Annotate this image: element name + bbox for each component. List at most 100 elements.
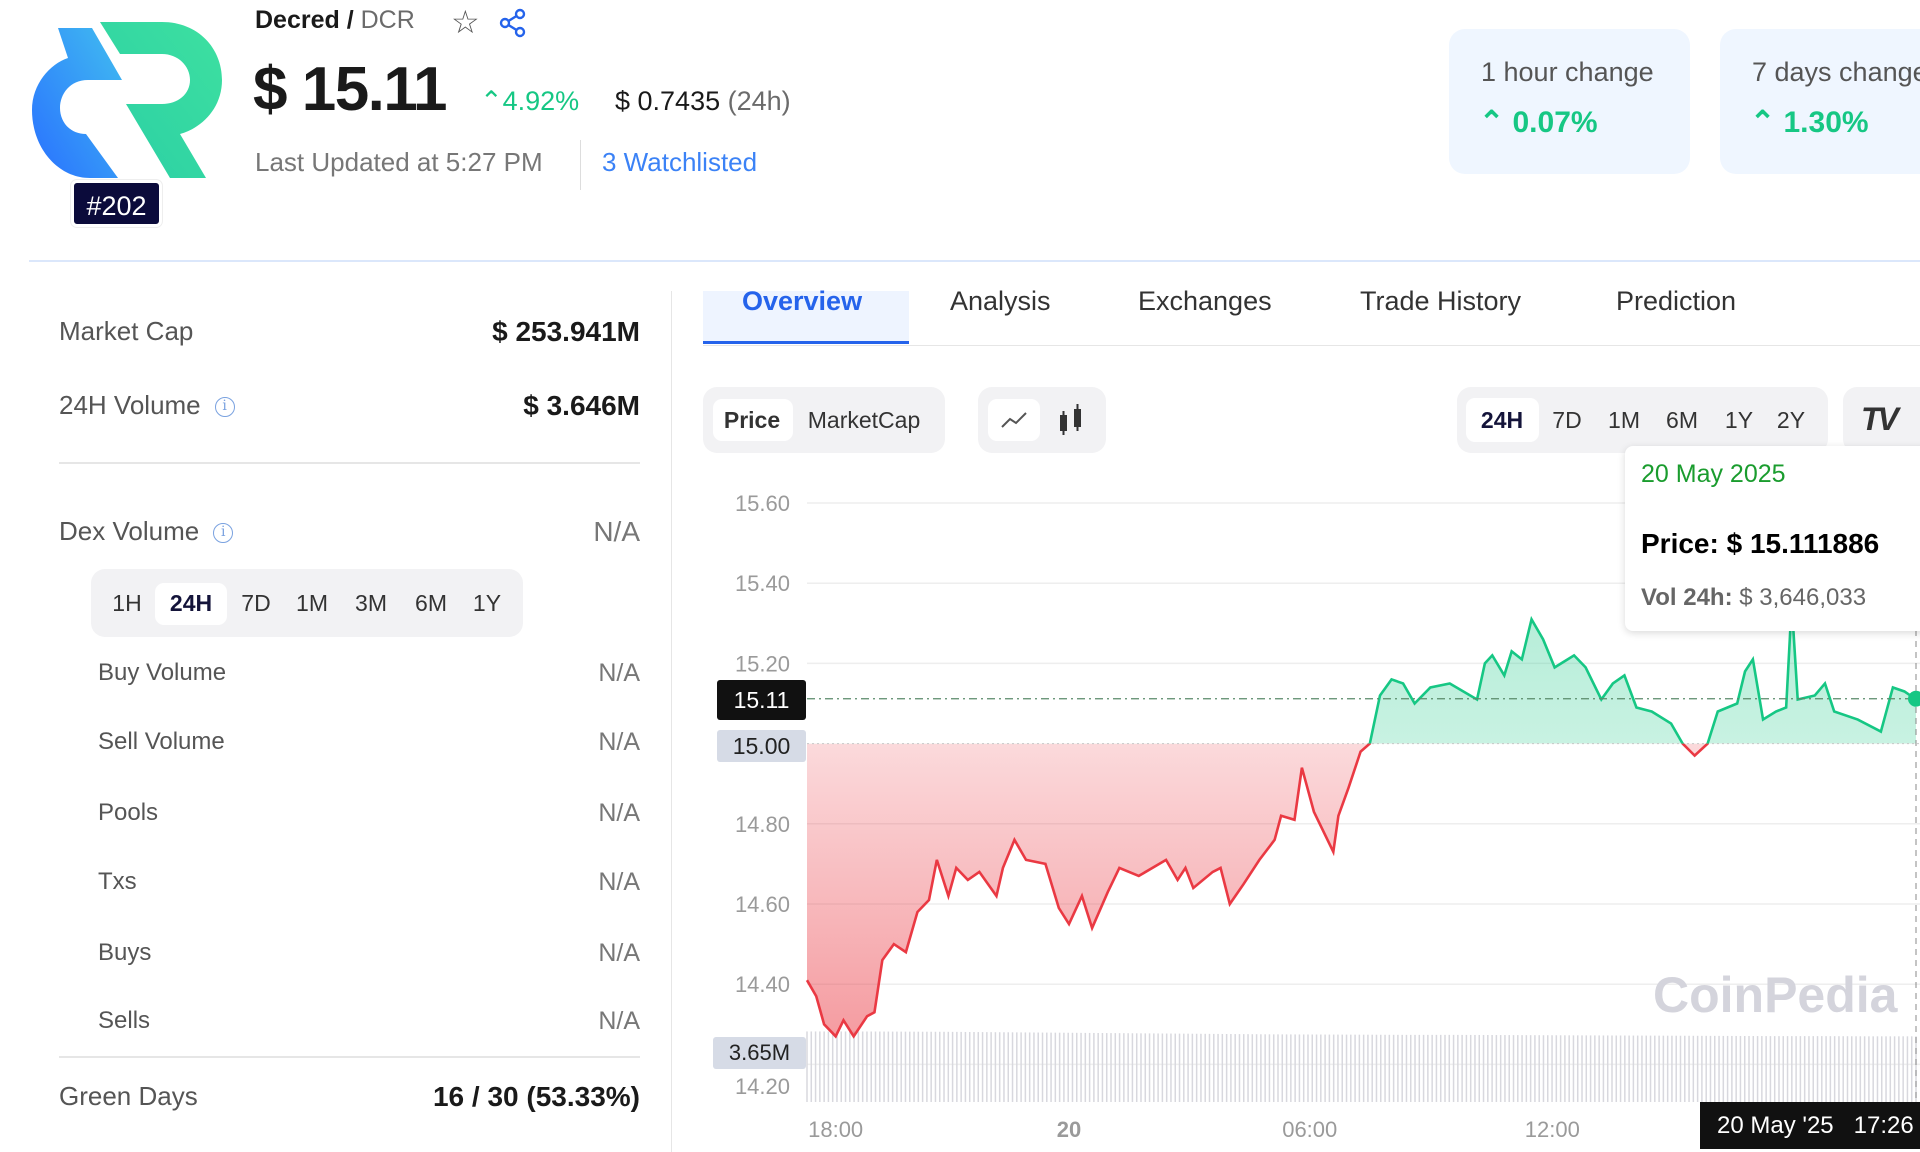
dex-period-1y[interactable]: 1Y — [472, 590, 502, 616]
rank-badge: #202 — [71, 180, 162, 227]
header-separator — [29, 260, 1920, 262]
coin-separator: / — [339, 6, 361, 34]
card-label: 1 hour change — [1481, 57, 1654, 87]
tooltip-volume: Vol 24h: $ 3,646,033 — [1641, 584, 1867, 611]
current-price-dot — [1908, 690, 1920, 707]
period-24h[interactable]: 24H — [1480, 407, 1524, 433]
period-6m[interactable]: 6M — [1666, 407, 1698, 433]
tab-overview[interactable]: Overview — [742, 286, 863, 316]
card-label: 7 days change — [1752, 57, 1920, 87]
market-cap-row: Market Cap $ 253.941M — [59, 316, 640, 347]
tab-overview-bg — [703, 291, 909, 344]
arrow-up-icon: ⌃ — [1750, 106, 1784, 139]
green-days-row: Green Days 16 / 30 (53.33%) — [59, 1081, 640, 1112]
tooltip-date: 20 May 2025 — [1641, 460, 1786, 488]
volume-value: $ 3.646M — [523, 390, 640, 421]
chart-tooltip: 20 May 2025 Price: $ 15.111886 Vol 24h: … — [1625, 446, 1920, 631]
price-area-up — [1369, 603, 1916, 744]
tradingview-logo: TV — [1861, 401, 1899, 437]
dex-period-1h[interactable]: 1H — [112, 590, 142, 616]
dex-period-6m[interactable]: 6M — [415, 590, 447, 616]
header-divider — [580, 140, 581, 190]
txs-row: Txs N/A — [98, 868, 640, 896]
share-icon[interactable] — [498, 8, 528, 43]
period-7d[interactable]: 7D — [1552, 407, 1582, 433]
watchlisted-link[interactable]: 3 Watchlisted — [602, 147, 758, 177]
active-period-bg — [1466, 398, 1539, 442]
green-days-value: 16 / 30 (53.33%) — [432, 1081, 640, 1112]
current-price-label: 15.11 — [717, 680, 806, 720]
price-change-abs: $ 0.7435 (24h) — [615, 86, 791, 116]
tab-prediction[interactable]: Prediction — [1616, 286, 1737, 316]
sell-volume-row: Sell Volume N/A — [98, 728, 640, 756]
tab-active-underline — [703, 341, 909, 344]
line-chart-button[interactable] — [988, 399, 1040, 441]
one-hour-change-card: 1 hour change ⌃ 0.07% — [1449, 29, 1690, 174]
price-area-down — [807, 743, 1916, 1037]
star-icon[interactable]: ☆ — [451, 4, 480, 40]
period-1m[interactable]: 1M — [1608, 407, 1640, 433]
period-2y[interactable]: 2Y — [1776, 407, 1806, 433]
period-1y[interactable]: 1Y — [1724, 407, 1754, 433]
active-period-bg — [155, 583, 227, 625]
y-tick-label: 14.40 — [735, 972, 790, 997]
y-tick-label: 14.20 — [735, 1074, 790, 1099]
active-metric-bg — [713, 399, 793, 441]
buys-row: Buys N/A — [98, 939, 640, 967]
panel-divider — [671, 291, 672, 1152]
x-tick-label: 06:00 — [1282, 1117, 1337, 1142]
watermark-logo: CoinPedia — [1653, 967, 1898, 1023]
price-line-up — [1367, 603, 1917, 744]
dex-period-7d[interactable]: 7D — [241, 590, 271, 616]
metric-toggle: Price MarketCap — [703, 387, 945, 453]
coin-title: Decred / DCR — [255, 6, 415, 35]
crosshair-time-label: 20 May '25 17:26 — [1700, 1102, 1920, 1149]
coin-logo — [30, 18, 224, 182]
tradingview-button[interactable]: TV — [1843, 387, 1920, 453]
sells-row: Sells N/A — [98, 1007, 640, 1035]
info-icon[interactable]: i — [213, 523, 234, 544]
coin-name: Decred — [255, 6, 340, 34]
chart-type-toggle — [978, 387, 1106, 453]
arrow-up-icon: ⌃ — [480, 86, 503, 116]
price-line-down — [805, 743, 1709, 1039]
x-tick-label: 20 — [1057, 1117, 1081, 1142]
market-cap-value: $ 253.941M — [492, 316, 640, 347]
metric-marketcap[interactable]: MarketCap — [807, 407, 921, 433]
x-tick-label: 18:00 — [808, 1117, 863, 1142]
tab-analysis[interactable]: Analysis — [950, 286, 1051, 316]
y-tick-label: 15.40 — [735, 571, 790, 596]
buy-volume-row: Buy Volume N/A — [98, 659, 640, 687]
stats-divider — [59, 1056, 640, 1058]
last-updated: Last Updated at 5:27 PM — [255, 147, 543, 177]
dex-period-1m[interactable]: 1M — [296, 590, 328, 616]
current-price: $ 15.11 — [253, 55, 447, 124]
dex-volume-value: N/A — [593, 516, 640, 547]
volume-axis-label: 3.65M — [713, 1037, 806, 1069]
tabs-bottom-border — [703, 345, 1920, 346]
dex-volume-row: Dex Volume i N/A — [59, 516, 640, 547]
tooltip-price: Price: $ 15.111886 — [1641, 528, 1880, 559]
tab-trade-history[interactable]: Trade History — [1360, 286, 1522, 316]
arrow-up-icon: ⌃ — [1479, 106, 1513, 139]
price-change-24h: ⌃4.92% — [480, 86, 580, 116]
tab-exchanges[interactable]: Exchanges — [1138, 286, 1272, 316]
line-chart-icon — [1001, 412, 1027, 428]
x-tick-label: 12:00 — [1525, 1117, 1580, 1142]
pools-row: Pools N/A — [98, 799, 640, 827]
baseline-price-label: 15.00 — [717, 730, 806, 762]
dex-period-3m[interactable]: 3M — [355, 590, 387, 616]
coin-symbol: DCR — [360, 6, 415, 34]
metric-price[interactable]: Price — [723, 407, 781, 433]
y-tick-label: 14.80 — [735, 812, 790, 837]
dex-period-selector: 1H 24H 7D 1M 3M 6M 1Y — [91, 569, 523, 637]
y-tick-label: 14.60 — [735, 892, 790, 917]
candlestick-icon — [1060, 404, 1081, 435]
dex-period-24h[interactable]: 24H — [169, 590, 213, 616]
chart-period-selector: 24H 7D 1M 6M 1Y 2Y — [1457, 387, 1828, 453]
candlestick-chart-button[interactable] — [1054, 399, 1090, 446]
stats-divider — [59, 462, 640, 464]
info-icon[interactable]: i — [214, 397, 235, 418]
volume-row: 24H Volume i $ 3.646M — [59, 390, 640, 421]
